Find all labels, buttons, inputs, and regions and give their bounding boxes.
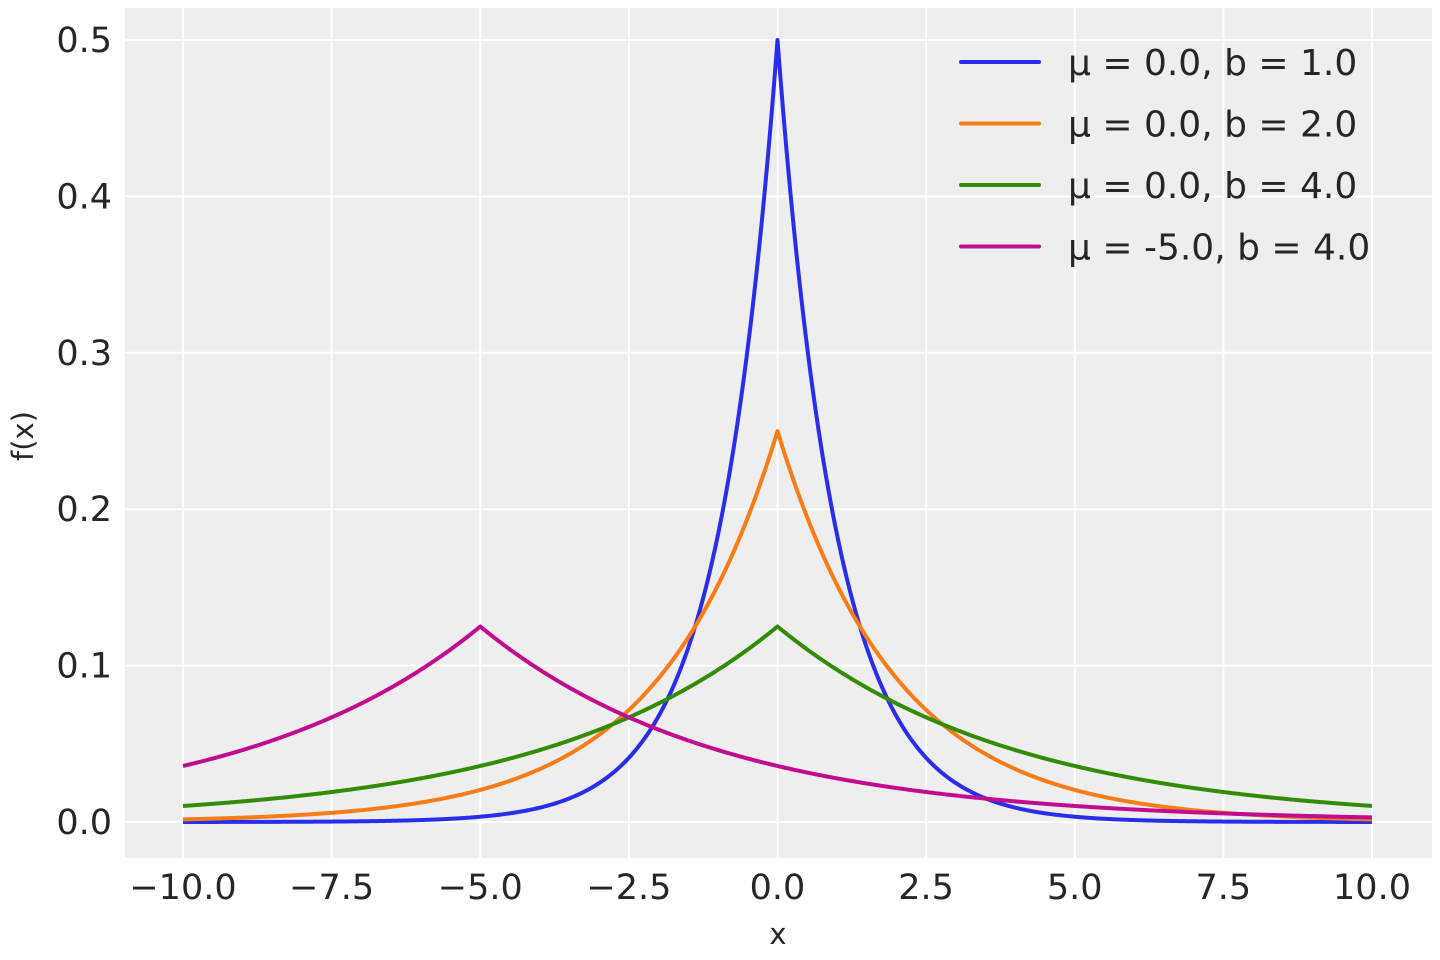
y-tick-label: 0.2 xyxy=(56,490,112,530)
x-tick-label: 10.0 xyxy=(1333,868,1411,908)
y-tick-label: 0.3 xyxy=(56,334,112,374)
x-tick-label: 0.0 xyxy=(750,868,806,908)
y-tick-label: 0.1 xyxy=(56,647,112,687)
series-line-1 xyxy=(182,429,1373,822)
series-line-3 xyxy=(182,624,1373,820)
series-line-2 xyxy=(182,624,1373,808)
y-tick-labels: 0.0 0.1 0.2 0.3 0.4 0.5 xyxy=(56,21,112,843)
x-tick-label: −10.0 xyxy=(129,868,236,908)
x-tick-labels: −10.0 −7.5 −5.0 −2.5 0.0 2.5 5.0 7.5 10.0 xyxy=(129,868,1411,908)
legend: μ = 0.0, b = 1.0 μ = 0.0, b = 2.0 μ = 0.0,… xyxy=(959,43,1370,269)
x-tick-label: −5.0 xyxy=(438,868,523,908)
legend-label: μ = 0.0, b = 1.0 xyxy=(1068,43,1357,84)
x-axis-label: x xyxy=(769,917,786,951)
y-tick-label: 0.4 xyxy=(56,177,112,217)
x-tick-label: −2.5 xyxy=(586,868,671,908)
y-axis-label: f(x) xyxy=(6,411,40,461)
series-lines xyxy=(182,38,1373,824)
y-tick-label: 0.0 xyxy=(56,803,112,843)
x-tick-label: 2.5 xyxy=(898,868,954,908)
legend-label: μ = 0.0, b = 2.0 xyxy=(1068,105,1357,146)
legend-label: μ = 0.0, b = 4.0 xyxy=(1068,166,1357,207)
x-tick-label: 7.5 xyxy=(1196,868,1252,908)
y-tick-label: 0.5 xyxy=(56,21,112,61)
legend-label: μ = -5.0, b = 4.0 xyxy=(1068,228,1370,269)
series-line-0 xyxy=(182,38,1373,824)
x-tick-label: 5.0 xyxy=(1047,868,1103,908)
x-tick-label: −7.5 xyxy=(289,868,374,908)
